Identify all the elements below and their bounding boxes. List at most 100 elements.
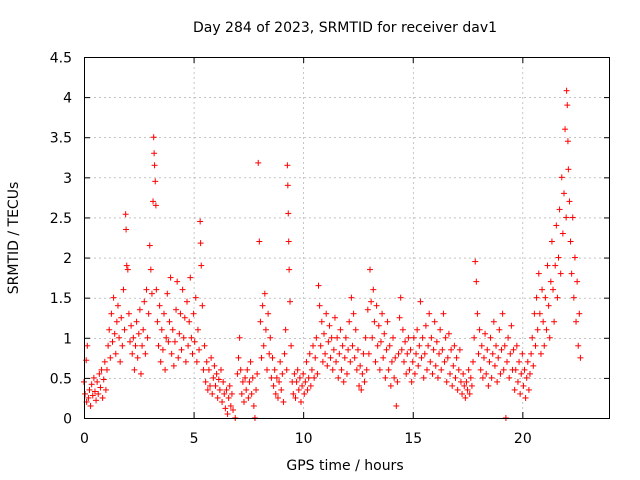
data-point bbox=[425, 342, 432, 349]
data-point bbox=[85, 394, 92, 401]
data-point bbox=[330, 346, 337, 353]
data-point bbox=[396, 314, 403, 321]
data-point bbox=[406, 366, 413, 373]
data-point bbox=[508, 322, 515, 329]
data-point bbox=[254, 370, 261, 377]
data-point bbox=[370, 286, 377, 293]
data-point bbox=[542, 294, 549, 301]
data-point bbox=[133, 318, 140, 325]
data-point bbox=[419, 334, 426, 341]
y-tick-label: 4.5 bbox=[50, 51, 72, 67]
data-point bbox=[262, 326, 269, 333]
data-point bbox=[223, 386, 230, 393]
data-point bbox=[93, 397, 100, 404]
data-point bbox=[190, 310, 197, 317]
data-point bbox=[182, 358, 189, 365]
data-point bbox=[285, 238, 292, 245]
data-point bbox=[116, 334, 123, 341]
data-point bbox=[360, 350, 367, 357]
data-point bbox=[249, 374, 256, 381]
data-point bbox=[395, 350, 402, 357]
data-point bbox=[402, 338, 409, 345]
data-point bbox=[535, 270, 542, 277]
data-point bbox=[152, 178, 159, 185]
data-point bbox=[162, 366, 169, 373]
data-point bbox=[113, 318, 120, 325]
data-point bbox=[107, 354, 114, 361]
data-point bbox=[565, 166, 572, 173]
data-point bbox=[158, 326, 165, 333]
data-point bbox=[224, 410, 231, 417]
data-point bbox=[556, 206, 563, 213]
data-point bbox=[198, 262, 205, 269]
data-point bbox=[450, 362, 457, 369]
data-point bbox=[245, 394, 252, 401]
data-point bbox=[256, 238, 263, 245]
data-point bbox=[111, 330, 118, 337]
data-point bbox=[344, 370, 350, 377]
data-point bbox=[215, 376, 222, 383]
data-point bbox=[430, 346, 437, 353]
data-point bbox=[471, 334, 478, 341]
data-point bbox=[144, 334, 151, 341]
data-point bbox=[188, 334, 195, 341]
data-point bbox=[423, 366, 430, 373]
data-point bbox=[369, 334, 376, 341]
data-point bbox=[216, 386, 223, 393]
data-point bbox=[294, 366, 301, 373]
data-point bbox=[440, 310, 447, 317]
data-point bbox=[337, 326, 344, 333]
x-tick-label: 20 bbox=[514, 431, 532, 447]
data-point bbox=[356, 382, 363, 389]
data-point bbox=[564, 102, 571, 109]
data-point bbox=[432, 362, 439, 369]
data-point bbox=[145, 310, 152, 317]
data-point bbox=[269, 354, 276, 361]
data-point bbox=[550, 286, 557, 293]
data-point bbox=[193, 358, 200, 365]
data-point bbox=[499, 310, 506, 317]
data-point bbox=[513, 342, 520, 349]
data-point bbox=[196, 346, 203, 353]
data-point bbox=[532, 342, 539, 349]
data-point bbox=[376, 366, 383, 373]
data-point bbox=[442, 334, 449, 341]
data-point bbox=[135, 330, 142, 337]
data-point bbox=[270, 382, 277, 389]
y-tick-label: 3.5 bbox=[50, 131, 72, 147]
grid bbox=[84, 57, 610, 418]
data-point bbox=[132, 342, 139, 349]
data-point bbox=[160, 310, 167, 317]
data-point bbox=[543, 326, 550, 333]
data-point bbox=[260, 342, 267, 349]
data-point bbox=[225, 394, 232, 401]
data-point bbox=[548, 238, 555, 245]
data-point bbox=[392, 354, 399, 361]
data-point bbox=[489, 350, 496, 357]
data-point bbox=[106, 326, 113, 333]
data-point bbox=[139, 342, 146, 349]
data-point bbox=[554, 294, 561, 301]
data-point bbox=[204, 386, 211, 393]
data-point bbox=[557, 270, 564, 277]
data-point bbox=[299, 382, 306, 389]
data-point bbox=[539, 286, 546, 293]
data-point bbox=[574, 278, 581, 285]
data-point bbox=[186, 318, 193, 325]
data-point bbox=[351, 354, 358, 361]
data-point bbox=[212, 382, 219, 389]
data-point bbox=[209, 390, 216, 397]
data-point bbox=[150, 134, 157, 141]
data-point bbox=[171, 338, 178, 345]
data-point bbox=[314, 370, 321, 377]
data-point bbox=[537, 350, 544, 357]
y-tick-label: 0.5 bbox=[50, 371, 72, 387]
data-point bbox=[228, 390, 235, 397]
data-point bbox=[213, 370, 220, 377]
data-point bbox=[154, 318, 161, 325]
data-point bbox=[214, 394, 221, 401]
data-point bbox=[159, 346, 166, 353]
data-point bbox=[551, 318, 558, 325]
data-point bbox=[305, 374, 312, 381]
